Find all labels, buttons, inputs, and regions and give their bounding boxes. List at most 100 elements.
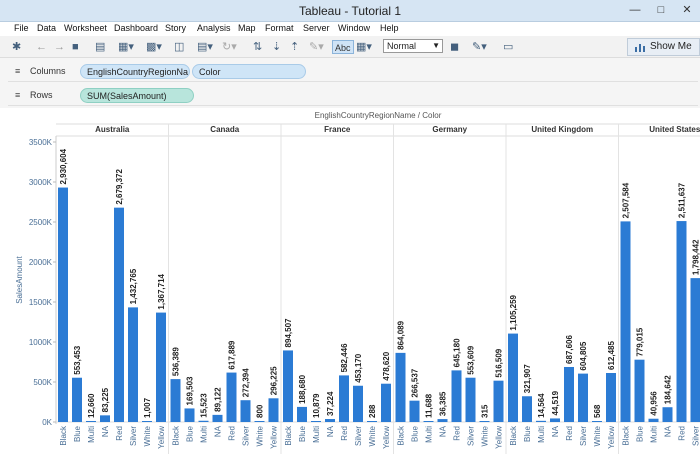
data-label: 2,511,637 xyxy=(678,182,687,218)
columns-pill-color[interactable]: Color xyxy=(192,64,306,79)
y-tick-label: 3000K xyxy=(29,178,53,187)
panel-header-united-states: United States xyxy=(649,125,700,134)
columns-pill-country[interactable]: EnglishCountryRegionNa.. xyxy=(80,64,190,79)
menu-story[interactable]: Story xyxy=(165,23,186,33)
bar xyxy=(114,208,124,422)
maximize-icon[interactable]: □ xyxy=(650,3,672,18)
data-label: 536,389 xyxy=(172,347,181,376)
x-tick-label: Red xyxy=(678,426,687,441)
tableau-logo-icon[interactable]: ✱ xyxy=(12,40,21,54)
x-tick-label: Red xyxy=(453,426,462,441)
menu-server[interactable]: Server xyxy=(303,23,330,33)
bar xyxy=(381,384,391,422)
save-icon[interactable]: ■ xyxy=(72,40,79,54)
menu-data[interactable]: Data xyxy=(37,23,56,33)
toolbar: ✱ ← → ■ ▤ ▦▾ ▩▾ ◫ ▤▾ ↻▾ ⇅ ⇣ ⇡ ✎▾ Abc ▦▾ … xyxy=(0,36,700,58)
menu-file[interactable]: File xyxy=(14,23,29,33)
panel-header-germany: Germany xyxy=(432,125,467,134)
rows-pill-salesamount[interactable]: SUM(SalesAmount) xyxy=(80,88,194,103)
redo-icon[interactable]: → xyxy=(54,40,65,54)
menu-help[interactable]: Help xyxy=(380,23,399,33)
bar xyxy=(297,407,307,422)
data-label: 568 xyxy=(593,404,602,418)
x-tick-label: Blue xyxy=(523,425,532,442)
x-tick-label: White xyxy=(256,425,265,446)
x-tick-label: Silver xyxy=(354,426,363,446)
rows-label: Rows xyxy=(30,90,53,100)
x-tick-label: Black xyxy=(59,425,68,446)
sort-descending-icon[interactable]: ⇡ xyxy=(290,40,299,54)
rows-shelf[interactable]: ≡ Rows SUM(SalesAmount) xyxy=(8,84,698,106)
bar xyxy=(339,375,349,422)
bar xyxy=(156,313,166,422)
bar xyxy=(466,378,476,422)
menu-window[interactable]: Window xyxy=(338,23,370,33)
y-tick-label: 2500K xyxy=(29,218,53,227)
show-me-label: Show Me xyxy=(650,41,692,52)
data-label: 553,609 xyxy=(467,345,476,374)
swap-icon[interactable]: ⇅ xyxy=(253,40,262,54)
data-label: 10,879 xyxy=(312,393,321,418)
sort-ascending-icon[interactable]: ⇣ xyxy=(272,40,281,54)
panel-header-australia: Australia xyxy=(95,125,130,134)
presentation-icon[interactable]: ▭ xyxy=(503,40,513,54)
fit-select[interactable]: Normal ▼ xyxy=(383,39,443,53)
data-label: 14,564 xyxy=(537,393,546,418)
data-label: 894,507 xyxy=(284,318,293,347)
x-tick-label: Blue xyxy=(186,425,195,442)
chevron-down-icon: ▼ xyxy=(432,40,440,52)
close-icon[interactable]: ✕ xyxy=(676,3,698,18)
bar xyxy=(564,367,574,422)
bar xyxy=(578,374,588,422)
pause-updates-icon[interactable]: ▤▾ xyxy=(197,40,213,54)
x-tick-label: Red xyxy=(228,426,237,441)
show-me-button[interactable]: Show Me xyxy=(627,38,700,56)
y-tick-label: 3500K xyxy=(29,138,53,147)
columns-icon: ≡ xyxy=(15,66,20,76)
new-data-source-icon[interactable]: ▤ xyxy=(95,40,105,54)
x-tick-label: NA xyxy=(101,425,110,437)
fit-icon[interactable]: ▦▾ xyxy=(356,40,372,54)
menu-bar: File Data Worksheet Dashboard Story Anal… xyxy=(0,22,700,36)
bar xyxy=(480,421,490,422)
bar xyxy=(199,421,209,422)
bar xyxy=(185,408,195,422)
clear-sheet-icon[interactable]: ◫ xyxy=(174,40,184,54)
undo-icon[interactable]: ← xyxy=(36,40,47,54)
x-tick-label: White xyxy=(481,425,490,446)
menu-format[interactable]: Format xyxy=(265,23,294,33)
pen-icon[interactable]: ✎▾ xyxy=(472,40,487,54)
x-tick-label: Multi xyxy=(537,426,546,443)
x-tick-label: NA xyxy=(214,425,223,437)
data-label: 1,432,765 xyxy=(129,268,138,304)
menu-worksheet[interactable]: Worksheet xyxy=(64,23,107,33)
x-tick-label: Blue xyxy=(298,425,307,442)
x-tick-label: Multi xyxy=(87,426,96,443)
menu-analysis[interactable]: Analysis xyxy=(197,23,231,33)
y-tick-label: 500K xyxy=(33,378,52,387)
show-labels-button[interactable]: Abc xyxy=(332,40,354,54)
y-tick-label: 2000K xyxy=(29,258,53,267)
columns-shelf[interactable]: ≡ Columns EnglishCountryRegionNa.. Color xyxy=(8,60,698,82)
refresh-icon[interactable]: ↻▾ xyxy=(222,40,237,54)
chart-title: EnglishCountryRegionName / Color xyxy=(315,111,442,120)
menu-map[interactable]: Map xyxy=(238,23,256,33)
minimize-icon[interactable]: — xyxy=(624,3,646,18)
x-tick-label: Yellow xyxy=(607,426,616,449)
show-me-icon xyxy=(635,43,645,52)
x-tick-label: Silver xyxy=(579,426,588,446)
panel-header-united-kingdom: United Kingdom xyxy=(531,125,593,134)
bar xyxy=(269,398,279,422)
duplicate-sheet-icon[interactable]: ▩▾ xyxy=(146,40,162,54)
x-tick-label: Black xyxy=(622,425,631,446)
data-label: 800 xyxy=(256,404,265,418)
bar xyxy=(410,401,420,422)
highlight-icon[interactable]: ✎▾ xyxy=(309,40,324,54)
menu-dashboard[interactable]: Dashboard xyxy=(114,23,158,33)
shelves: ≡ Columns EnglishCountryRegionNa.. Color… xyxy=(0,58,700,108)
data-label: 864,089 xyxy=(397,320,406,349)
new-worksheet-icon[interactable]: ▦▾ xyxy=(118,40,134,54)
x-tick-label: Red xyxy=(115,426,124,441)
fix-axes-icon[interactable]: ◼ xyxy=(450,40,459,54)
bar xyxy=(58,188,68,422)
